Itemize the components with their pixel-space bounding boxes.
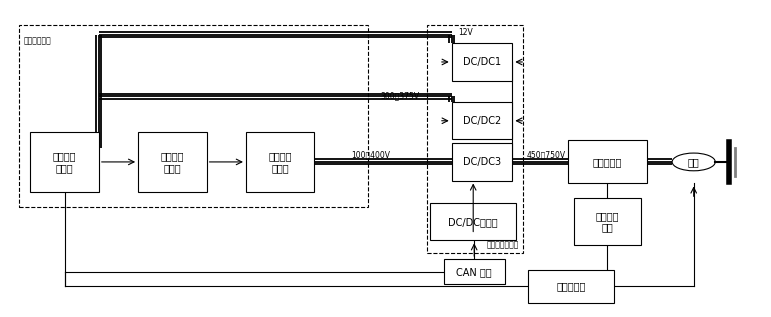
Text: 燃料电池系统: 燃料电池系统 — [23, 36, 51, 46]
Bar — [30, 132, 99, 192]
Text: 12V: 12V — [459, 28, 473, 37]
Bar — [574, 198, 641, 245]
Bar — [452, 102, 513, 139]
Text: 100～400V: 100～400V — [351, 151, 390, 159]
Text: CAN 通信: CAN 通信 — [456, 267, 492, 277]
Bar — [427, 25, 524, 253]
Text: 燃料电池
空压机: 燃料电池 空压机 — [160, 151, 184, 173]
Text: DC/DC2: DC/DC2 — [463, 116, 501, 126]
Text: 300～375V: 300～375V — [380, 92, 419, 101]
Text: 电机: 电机 — [688, 157, 699, 167]
Bar — [452, 43, 513, 81]
Text: 动力电池
系统: 动力电池 系统 — [596, 211, 619, 232]
Bar — [568, 140, 647, 184]
Text: 三合一电源系统: 三合一电源系统 — [487, 240, 520, 249]
Text: 450～750V: 450～750V — [527, 151, 566, 159]
Text: DC/DC1: DC/DC1 — [463, 57, 501, 67]
Bar — [138, 132, 207, 192]
Text: 燃料电池
控制器: 燃料电池 控制器 — [52, 151, 76, 173]
Text: DC/DC控制器: DC/DC控制器 — [449, 217, 498, 227]
Bar — [452, 143, 513, 181]
Bar — [19, 25, 369, 207]
Text: 燃料电池
发动机: 燃料电池 发动机 — [268, 151, 292, 173]
Text: 电机控制器: 电机控制器 — [593, 157, 622, 167]
Text: 整车控制器: 整车控制器 — [557, 281, 586, 291]
Bar — [444, 259, 504, 284]
Bar — [528, 270, 614, 303]
Bar — [246, 132, 315, 192]
Text: DC/DC3: DC/DC3 — [463, 157, 501, 167]
Bar — [430, 203, 517, 240]
Circle shape — [672, 153, 715, 171]
